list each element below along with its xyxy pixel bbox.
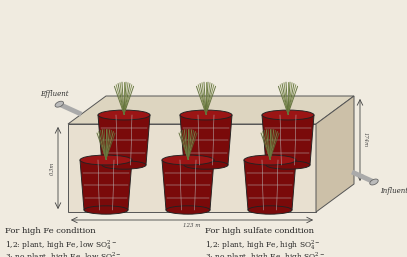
Ellipse shape xyxy=(244,155,296,165)
Ellipse shape xyxy=(166,206,210,214)
Ellipse shape xyxy=(84,206,128,214)
Polygon shape xyxy=(80,160,132,210)
Ellipse shape xyxy=(248,206,292,214)
Ellipse shape xyxy=(55,101,63,107)
Ellipse shape xyxy=(180,110,232,120)
Text: 3: no plant, high Fe, low $\mathregular{SO_4^{2-}}$: 3: no plant, high Fe, low $\mathregular{… xyxy=(5,250,122,257)
Text: 1,2: plant, high Fe, high $\mathregular{SO_4^{2-}}$: 1,2: plant, high Fe, high $\mathregular{… xyxy=(205,238,321,252)
Text: For high sulfate condition: For high sulfate condition xyxy=(205,227,314,235)
Polygon shape xyxy=(98,115,150,165)
Ellipse shape xyxy=(162,155,214,165)
Ellipse shape xyxy=(102,161,146,169)
Text: Influent: Influent xyxy=(380,187,407,195)
Text: 174m: 174m xyxy=(363,132,368,148)
Text: 123 m: 123 m xyxy=(183,223,201,228)
Polygon shape xyxy=(180,115,232,165)
Polygon shape xyxy=(162,160,214,210)
Ellipse shape xyxy=(184,161,228,169)
Polygon shape xyxy=(316,96,354,212)
Text: For high Fe condition: For high Fe condition xyxy=(5,227,96,235)
Ellipse shape xyxy=(262,110,314,120)
Ellipse shape xyxy=(266,161,310,169)
Polygon shape xyxy=(262,115,314,165)
Polygon shape xyxy=(68,124,316,212)
Polygon shape xyxy=(68,96,354,124)
Ellipse shape xyxy=(370,179,378,185)
Ellipse shape xyxy=(98,110,150,120)
Text: Effluent: Effluent xyxy=(40,90,69,98)
Polygon shape xyxy=(244,160,296,210)
Text: 1,2: plant, high Fe, low $\mathregular{SO_4^{2-}}$: 1,2: plant, high Fe, low $\mathregular{S… xyxy=(5,238,117,252)
Text: 3: no plant, high Fe, high $\mathregular{SO_4^{2-}}$: 3: no plant, high Fe, high $\mathregular… xyxy=(205,250,325,257)
Text: 0.3m: 0.3m xyxy=(50,161,55,175)
Ellipse shape xyxy=(80,155,132,165)
